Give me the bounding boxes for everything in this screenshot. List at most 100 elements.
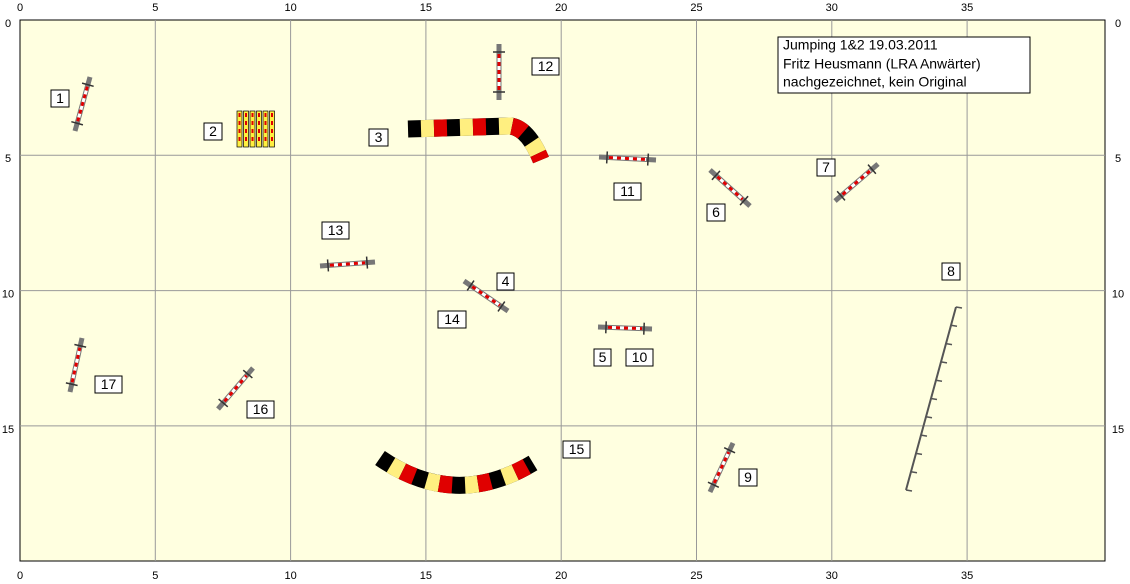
jump-wing	[65, 382, 78, 387]
x-tick-label: 35	[961, 570, 973, 582]
y-tick-label: 15	[1112, 424, 1124, 436]
number-box	[50, 89, 70, 108]
long-tick	[935, 379, 943, 382]
jump-bar	[712, 451, 731, 484]
number-box	[738, 468, 758, 487]
number-label: 9	[744, 469, 752, 485]
number-box	[246, 400, 275, 419]
long-tick	[940, 361, 948, 364]
number-label: 3	[375, 129, 383, 145]
x-tick-label: 15	[420, 570, 432, 582]
tunnel-stripe	[375, 450, 538, 494]
jump-wing	[836, 190, 846, 201]
number-box	[437, 310, 467, 329]
jump-wing	[74, 343, 87, 348]
jump-wing	[365, 256, 369, 269]
y-tick-label: 0	[5, 18, 11, 30]
jump-bar	[223, 374, 248, 403]
jump-wing	[867, 164, 877, 175]
jump-wing	[723, 447, 736, 454]
number-label: 12	[538, 58, 554, 74]
number-box	[613, 182, 642, 201]
info-line: Fritz Heusmann (LRA Anwärter)	[783, 56, 981, 72]
x-tick-label: 15	[420, 2, 432, 14]
x-tick-label: 25	[690, 2, 702, 14]
long-tick	[930, 397, 938, 401]
jump-wing	[707, 481, 720, 488]
number-label: 11	[620, 183, 635, 199]
jump-wing	[71, 120, 84, 126]
long-tick	[945, 342, 953, 346]
number-box	[706, 203, 726, 222]
number-label: 6	[712, 204, 720, 220]
y-tick-label: 10	[1112, 289, 1124, 301]
jump-wing	[497, 301, 506, 312]
x-tick-label: 25	[690, 570, 702, 582]
x-tick-label: 5	[152, 2, 158, 14]
x-tick-label: 35	[961, 2, 973, 14]
y-tick-label: 5	[5, 153, 11, 165]
jump-wing	[646, 153, 650, 166]
number-box	[368, 128, 389, 147]
jump-bar	[471, 285, 501, 307]
number-box	[625, 348, 654, 367]
number-box	[941, 262, 961, 281]
x-tick-label: 10	[284, 570, 296, 582]
number-label: 14	[444, 311, 460, 327]
x-tick-label: 0	[17, 2, 23, 14]
long-tick	[910, 470, 918, 474]
y-tick-label: 5	[1115, 153, 1121, 165]
x-tick-label: 30	[826, 570, 838, 582]
jump-bar	[329, 261, 366, 267]
jump-bar	[70, 347, 82, 383]
number-box	[321, 221, 350, 240]
jump-bar	[76, 86, 89, 122]
jump-bar	[841, 169, 872, 196]
number-label: 15	[569, 441, 585, 457]
number-box	[531, 57, 560, 76]
x-tick-label: 20	[555, 2, 567, 14]
info-line: nachgezeichnet, kein Original	[783, 74, 967, 90]
number-label: 4	[502, 273, 510, 289]
number-label: 17	[101, 376, 117, 392]
jump-wing	[466, 280, 475, 291]
x-tick-label: 0	[17, 570, 23, 582]
number-box	[816, 158, 836, 177]
long-tick	[920, 434, 928, 437]
jump-wing	[711, 170, 721, 181]
info-line: Jumping 1&2 19.03.2011	[783, 37, 938, 53]
jump-wing	[218, 398, 229, 408]
y-tick-label: 0	[1115, 18, 1121, 30]
number-box	[203, 122, 223, 141]
tunnel-stripe	[407, 117, 549, 164]
jump-wing	[326, 259, 330, 272]
jump-wing	[81, 82, 94, 88]
tunnel-stripe	[407, 117, 549, 164]
jump-bar	[607, 325, 643, 331]
number-label: 16	[253, 401, 269, 417]
obstacles	[65, 44, 963, 494]
number-box	[562, 440, 591, 459]
number-label: 5	[599, 349, 607, 365]
long-tick	[905, 489, 913, 492]
y-tick-label: 10	[2, 289, 14, 301]
number-box	[496, 272, 515, 291]
long-tick	[950, 324, 958, 328]
number-box	[593, 348, 612, 367]
info-box	[777, 36, 1031, 94]
number-box	[94, 375, 123, 394]
x-tick-label: 30	[826, 2, 838, 14]
number-label: 7	[822, 159, 830, 175]
long-tick	[925, 416, 933, 419]
number-label: 13	[328, 222, 344, 238]
number-label: 2	[209, 123, 217, 139]
jump-bar	[608, 156, 647, 161]
long-tick	[955, 306, 963, 309]
number-label: 8	[947, 263, 955, 279]
y-tick-label: 15	[2, 424, 14, 436]
number-label: 10	[632, 349, 648, 365]
long-tick	[915, 452, 923, 456]
